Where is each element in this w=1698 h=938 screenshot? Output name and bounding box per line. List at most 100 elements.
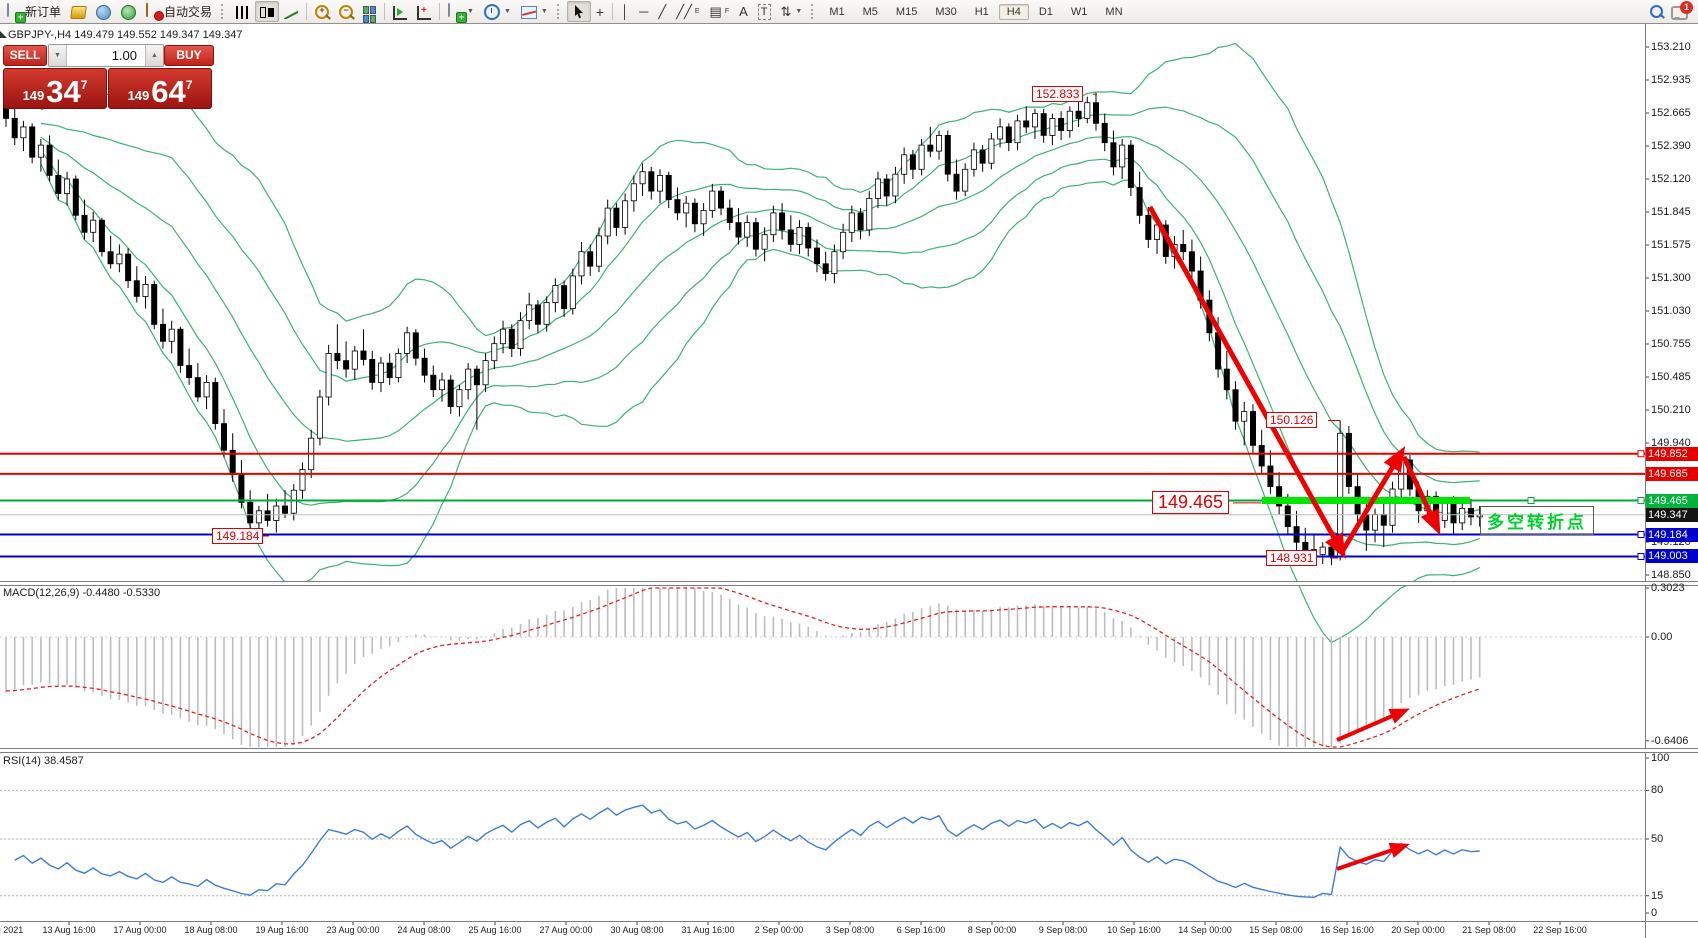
chart-window-icon	[0, 31, 7, 38]
volume-value[interactable]: 1.00	[111, 48, 137, 63]
chart-shift-button[interactable]: +	[412, 1, 436, 22]
dropdown-arrow-icon: ▼	[540, 8, 548, 15]
auto-trading-label: 自动交易	[164, 5, 213, 19]
channel-icon: ╱╱	[676, 3, 692, 19]
dropdown-arrow-icon: ▼	[795, 8, 803, 15]
text-label-tool-button[interactable]: T	[753, 1, 776, 22]
chart-play-icon	[393, 5, 408, 20]
trendline-tool-button[interactable]: ╱	[653, 1, 671, 22]
volume-up-icon[interactable]: ▲	[145, 45, 163, 66]
periods-button[interactable]: ▼	[479, 1, 516, 22]
bar-chart-mode-button[interactable]	[231, 1, 255, 22]
arrows-tool-icon: ⇅	[780, 3, 792, 19]
trend-arrow[interactable]	[1147, 205, 1346, 559]
line-handle[interactable]	[1637, 553, 1645, 560]
zoom-out-button[interactable]: −	[334, 1, 358, 22]
vertical-line-tool-button[interactable]: │	[616, 1, 634, 22]
timeframe-mn[interactable]: MN	[1105, 5, 1123, 18]
timeframe-m15[interactable]: M15	[895, 5, 918, 18]
trend-arrow[interactable]	[1339, 446, 1406, 554]
rsi-arrow[interactable]	[1336, 842, 1411, 871]
horizontal-line-tool-button[interactable]: ─	[634, 1, 653, 22]
macd-arrow[interactable]	[1336, 708, 1410, 742]
zoom-in-button[interactable]: +	[310, 1, 334, 22]
new-order-button[interactable]: 新订单	[2, 1, 66, 22]
channel-tool-button[interactable]: ╱╱ E	[671, 1, 704, 22]
timeframe-m1[interactable]: M1	[829, 5, 845, 18]
candlestick-mode-button[interactable]	[255, 1, 280, 22]
pane-separator-rsi[interactable]	[0, 748, 1698, 753]
sell-price-small: 149	[22, 88, 45, 103]
line-handle[interactable]	[1527, 497, 1535, 504]
chat-icon[interactable]: 1	[1671, 1, 1693, 20]
green-highlight-bar[interactable]	[1262, 497, 1470, 504]
cursor-tool-button[interactable]	[566, 1, 591, 22]
notification-badge[interactable]: 1	[1680, 1, 1693, 14]
buy-price-tile[interactable]: 149 64 7	[108, 68, 212, 109]
line-chart-icon	[284, 6, 298, 19]
crosshair-icon: +	[595, 3, 605, 20]
tile-windows-button[interactable]	[358, 1, 381, 23]
toolbar-grip[interactable]	[811, 4, 817, 19]
trend-arrow[interactable]	[1401, 455, 1441, 536]
toolbar-separator	[612, 3, 614, 20]
top-toolbar: 新订单 自动交易 + − + ▼ ▼ ▼ + │ ─ ╱ ╱╱E ▤F A T …	[0, 0, 1698, 24]
crosshair-tool-button[interactable]: +	[591, 1, 609, 22]
cursor-icon	[574, 5, 583, 19]
chart-forward-button[interactable]	[388, 1, 412, 22]
line-handle[interactable]	[1637, 450, 1645, 458]
new-chart-button[interactable]: ▼	[443, 1, 479, 22]
signals-button[interactable]	[116, 1, 141, 22]
timeframe-h1[interactable]: H1	[974, 5, 989, 18]
vertical-line-icon: │	[621, 3, 630, 19]
timeframe-m5[interactable]: M5	[862, 5, 878, 18]
macd-label: MACD(12,26,9) -0.4480 -0.5330	[3, 587, 161, 599]
toolbar-right-group: 1	[1650, 1, 1698, 20]
zoom-in-icon: +	[315, 5, 330, 19]
timeframe-m30[interactable]: M30	[935, 5, 957, 18]
toolbar-separator	[439, 3, 441, 20]
fibo-sub-label: F	[724, 8, 730, 15]
line-handle[interactable]	[1637, 531, 1645, 538]
line-handle[interactable]	[1637, 497, 1645, 504]
auto-trading-button[interactable]: 自动交易	[141, 1, 217, 22]
person-icon	[96, 4, 112, 20]
timeframe-h4[interactable]: H4	[998, 3, 1029, 20]
trendline-icon: ╱	[658, 3, 667, 19]
pane-separator-macd[interactable]	[0, 581, 1698, 586]
auto-trading-icon	[146, 3, 149, 17]
fibonacci-tool-button[interactable]: ▤ F	[705, 1, 735, 22]
volume-stepper[interactable]: ▼ 1.00 ▲	[48, 44, 164, 67]
buy-price-sup: 7	[185, 78, 193, 92]
volume-down-icon[interactable]: ▼	[49, 45, 67, 66]
fibonacci-icon: ▤	[709, 3, 722, 19]
search-icon[interactable]	[1650, 5, 1663, 18]
buy-button[interactable]: BUY	[164, 45, 214, 66]
signal-icon	[121, 4, 137, 20]
market-depth-button[interactable]	[66, 1, 91, 22]
channel-sub-label: E	[694, 8, 700, 15]
buy-price-small: 149	[127, 88, 150, 103]
toolbar-grip[interactable]	[556, 4, 563, 19]
timeframe-w1[interactable]: W1	[1070, 5, 1088, 18]
timeframe-d1[interactable]: D1	[1038, 5, 1053, 18]
arrows-tool-button[interactable]: ⇅ ▼	[776, 1, 808, 22]
line-chart-mode-button[interactable]	[279, 1, 303, 22]
time-axis-separator	[0, 921, 1698, 922]
new-order-icon	[7, 3, 9, 17]
dropdown-arrow-icon: ▼	[467, 8, 474, 15]
tile-windows-icon	[363, 5, 377, 23]
toolbar-grip[interactable]	[221, 4, 227, 19]
templates-button[interactable]: ▼	[516, 1, 553, 22]
candles	[3, 92, 1483, 566]
community-button[interactable]	[91, 1, 116, 22]
gold-cube-icon	[70, 6, 87, 19]
text-tool-button[interactable]: A	[734, 1, 753, 22]
text-label-icon: T	[757, 3, 771, 20]
sell-button[interactable]: SELL	[3, 45, 47, 66]
sell-price-sup: 7	[80, 78, 88, 92]
sell-price-tile[interactable]: 149 34 7	[3, 68, 107, 109]
bar-chart-icon	[236, 5, 251, 19]
buy-price-big: 64	[151, 74, 186, 109]
